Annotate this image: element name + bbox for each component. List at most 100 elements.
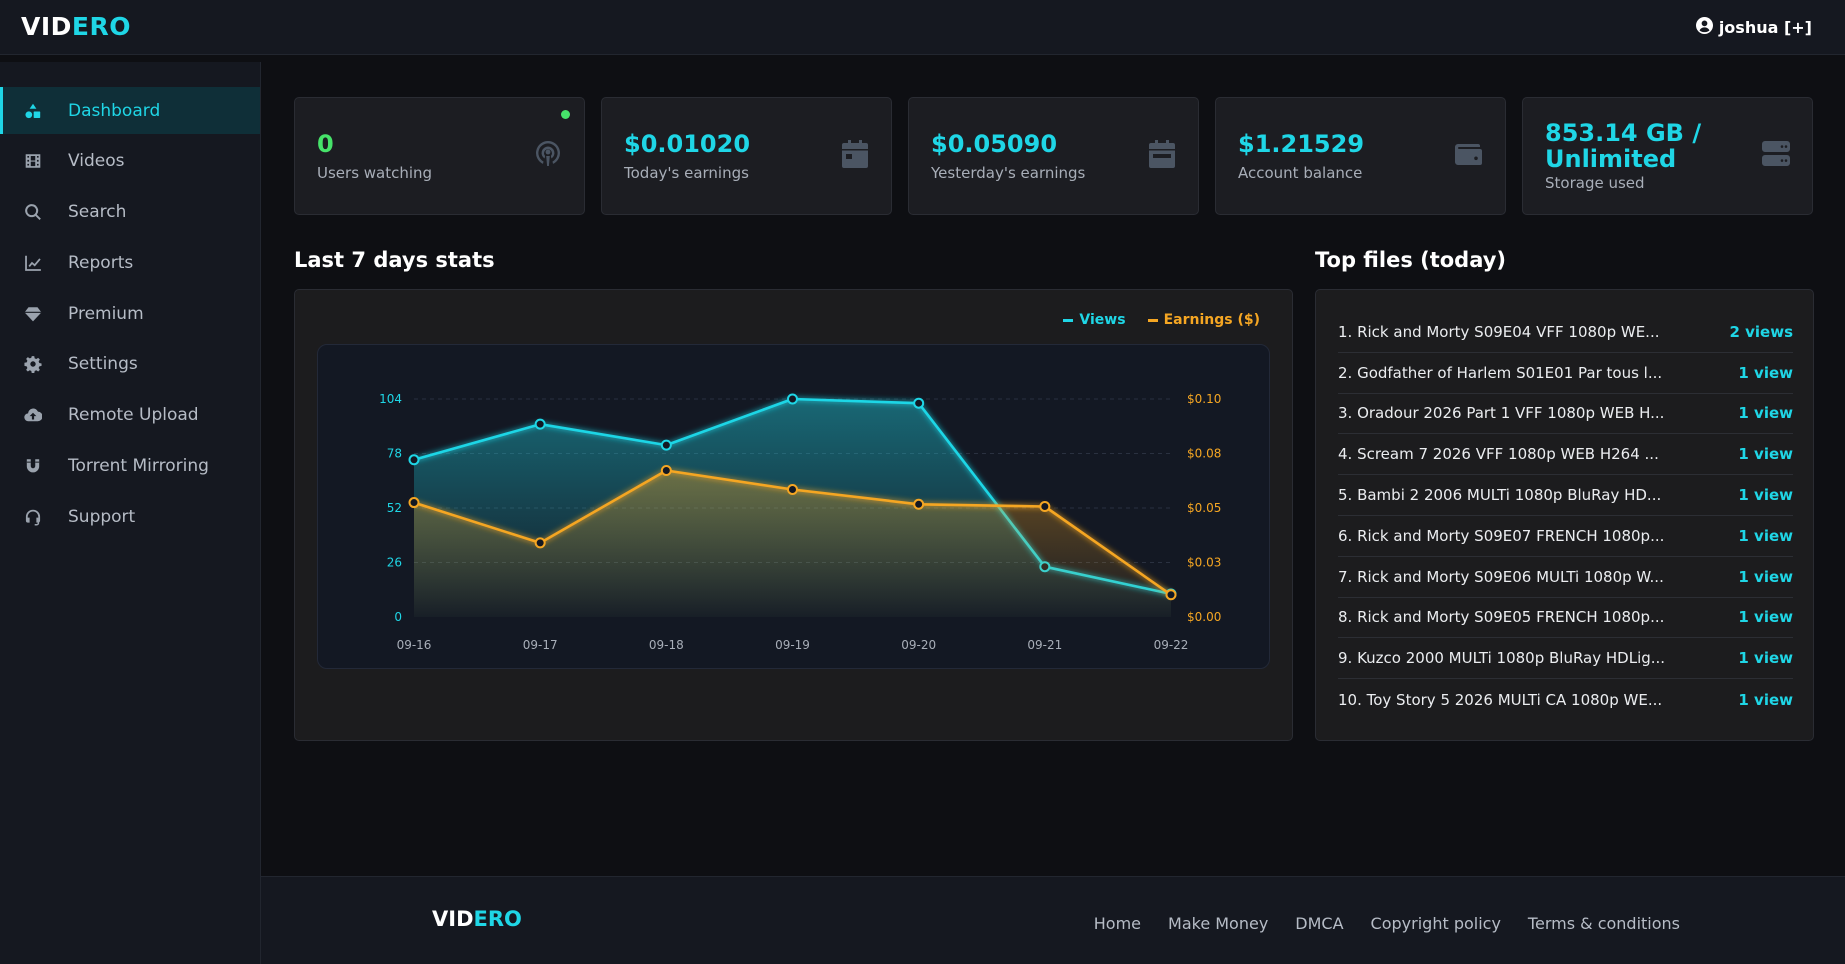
footer-link-home[interactable]: Home xyxy=(1093,914,1142,933)
file-views: 1 view xyxy=(1738,649,1793,668)
stat-card-yesterday-earnings: $0.05090 Yesterday's earnings xyxy=(908,97,1199,215)
file-row[interactable]: 1. Rick and Morty S09E04 VFF 1080p WE...… xyxy=(1338,312,1793,353)
earnings-point xyxy=(913,498,925,510)
user-menu[interactable]: joshua [+] xyxy=(1695,17,1812,38)
server-icon xyxy=(1760,138,1792,170)
file-views: 2 views xyxy=(1729,322,1793,341)
file-name[interactable]: 5. Bambi 2 2006 MULTi 1080p BluRay HD... xyxy=(1338,486,1662,505)
headset-icon xyxy=(24,508,42,526)
logo[interactable]: VIDERO xyxy=(21,12,131,41)
file-row[interactable]: 2. Godfather of Harlem S01E01 Par tous l… xyxy=(1338,353,1793,394)
sidebar-item-reports[interactable]: Reports xyxy=(0,239,260,286)
x-tick-label: 09-18 xyxy=(649,638,684,652)
sidebar: Dashboard Videos Search Reports Premium … xyxy=(0,62,261,964)
film-icon xyxy=(24,152,42,170)
sidebar-item-label: Search xyxy=(68,202,127,223)
sidebar-item-torrent-mirroring[interactable]: Torrent Mirroring xyxy=(0,443,260,490)
stats-chart-panel: Views Earnings ($) 0 $0.00 26 $0.03 52 $0.05 7… xyxy=(294,289,1293,741)
views-point xyxy=(534,418,546,430)
views-point xyxy=(787,393,798,405)
chart-plot-area: 0 $0.00 26 $0.03 52 $0.05 78 $0.08 104 $0.10 09-16… xyxy=(317,344,1270,669)
stat-label: Account balance xyxy=(1238,164,1363,182)
file-name[interactable]: 1. Rick and Morty S09E04 VFF 1080p WE... xyxy=(1338,322,1660,341)
file-name[interactable]: 10. Toy Story 5 2026 MULTi CA 1080p WE..… xyxy=(1338,690,1663,709)
y-right-tick-label: $0.10 xyxy=(1187,392,1221,406)
sidebar-item-label: Dashboard xyxy=(68,100,161,121)
footer-link-dmca[interactable]: DMCA xyxy=(1295,914,1344,933)
stat-card-today-earnings: $0.01020 Today's earnings xyxy=(601,97,892,215)
sidebar-item-premium[interactable]: Premium xyxy=(0,290,260,337)
sidebar-item-label: Premium xyxy=(68,303,144,324)
file-name[interactable]: 7. Rick and Morty S09E06 MULTi 1080p W..… xyxy=(1338,567,1664,586)
file-row[interactable]: 7. Rick and Morty S09E06 MULTi 1080p W..… xyxy=(1338,557,1793,598)
footer-link-terms[interactable]: Terms & conditions xyxy=(1527,914,1680,933)
footer-logo[interactable]: VIDERO xyxy=(432,907,522,931)
file-name[interactable]: 2. Godfather of Harlem S01E01 Par tous l… xyxy=(1338,363,1663,382)
file-name[interactable]: 4. Scream 7 2026 VFF 1080p WEB H264 ... xyxy=(1338,445,1659,464)
top-files-list: 1. Rick and Morty S09E04 VFF 1080p WE...… xyxy=(1338,312,1793,720)
y-right-tick-label: $0.00 xyxy=(1187,610,1221,624)
top-files-panel: 1. Rick and Morty S09E04 VFF 1080p WE...… xyxy=(1315,289,1814,741)
file-name[interactable]: 8. Rick and Morty S09E05 FRENCH 1080p... xyxy=(1338,608,1665,627)
sidebar-item-settings[interactable]: Settings xyxy=(0,341,260,388)
stat-value: $1.21529 xyxy=(1238,130,1365,158)
earnings-point xyxy=(660,465,672,477)
footer-logo-part-2: ERO xyxy=(473,907,522,931)
legend-item-earnings[interactable]: Earnings ($) xyxy=(1147,312,1260,328)
legend-swatch xyxy=(1147,318,1158,322)
sidebar-item-videos[interactable]: Videos xyxy=(0,138,260,185)
legend-label: Earnings ($) xyxy=(1163,312,1260,328)
sidebar-item-support[interactable]: Support xyxy=(0,493,260,540)
file-name[interactable]: 6. Rick and Morty S09E07 FRENCH 1080p... xyxy=(1338,526,1665,545)
line-chart-icon xyxy=(24,254,42,272)
y-left-tick-label: 26 xyxy=(387,556,402,570)
x-tick-label: 09-17 xyxy=(523,638,558,652)
file-name[interactable]: 9. Kuzco 2000 MULTi 1080p BluRay HDLig..… xyxy=(1338,649,1666,668)
top-bar: VIDERO joshua [+] xyxy=(0,0,1845,55)
file-views: 1 view xyxy=(1738,486,1793,505)
footer-link-make-money[interactable]: Make Money xyxy=(1168,914,1269,933)
file-row[interactable]: 3. Oradour 2026 Part 1 VFF 1080p WEB H..… xyxy=(1338,394,1793,435)
stat-value: 0 xyxy=(317,130,334,158)
sidebar-item-label: Reports xyxy=(68,252,134,273)
file-views: 1 view xyxy=(1738,404,1793,423)
files-section-title: Top files (today) xyxy=(1315,248,1507,272)
footer-links: Home Make Money DMCA Copyright policy Te… xyxy=(1094,914,1680,933)
sidebar-item-remote-upload[interactable]: Remote Upload xyxy=(0,392,260,439)
stat-value: $0.01020 xyxy=(624,130,751,158)
earnings-point xyxy=(534,537,546,549)
file-row[interactable]: 5. Bambi 2 2006 MULTi 1080p BluRay HD...… xyxy=(1338,475,1793,516)
calendar-day-icon xyxy=(839,138,871,170)
file-row[interactable]: 8. Rick and Morty S09E05 FRENCH 1080p...… xyxy=(1338,598,1793,639)
podcast-icon xyxy=(532,138,564,170)
file-views: 1 view xyxy=(1738,445,1793,464)
file-row[interactable]: 6. Rick and Morty S09E07 FRENCH 1080p...… xyxy=(1338,516,1793,557)
earnings-point xyxy=(408,497,420,509)
stat-card-account-balance: $1.21529 Account balance xyxy=(1215,97,1506,215)
sidebar-item-label: Settings xyxy=(68,354,138,375)
file-row[interactable]: 4. Scream 7 2026 VFF 1080p WEB H264 ... 1… xyxy=(1338,434,1793,476)
footer-link-copyright-policy[interactable]: Copyright policy xyxy=(1370,914,1501,933)
search-icon xyxy=(24,203,42,221)
file-row[interactable]: 9. Kuzco 2000 MULTi 1080p BluRay HDLig..… xyxy=(1338,638,1793,680)
shapes-icon xyxy=(24,102,42,120)
line-chart: 0 $0.00 26 $0.03 52 $0.05 78 $0.08 104 $0.10 09-16… xyxy=(379,392,1221,652)
legend-item-views[interactable]: Views xyxy=(1063,312,1126,328)
live-indicator xyxy=(561,110,570,119)
stat-value: $0.05090 xyxy=(931,130,1058,158)
sidebar-item-label: Videos xyxy=(68,151,125,172)
logo-part-1: VID xyxy=(21,12,72,41)
y-right-tick-label: $0.08 xyxy=(1187,447,1221,461)
x-tick-label: 09-22 xyxy=(1154,638,1189,652)
x-tick-label: 09-21 xyxy=(1027,638,1062,652)
stat-label: Yesterday's earnings xyxy=(931,164,1086,182)
cloud-upload-icon xyxy=(24,406,42,424)
file-row[interactable]: 10. Toy Story 5 2026 MULTi CA 1080p WE..… xyxy=(1338,679,1793,720)
file-name[interactable]: 3. Oradour 2026 Part 1 VFF 1080p WEB H..… xyxy=(1338,404,1665,423)
sidebar-item-label: Support xyxy=(68,506,136,527)
earnings-point xyxy=(787,483,798,495)
sidebar-item-dashboard[interactable]: Dashboard xyxy=(0,87,260,134)
stats-section-title: Last 7 days stats xyxy=(294,248,495,272)
sidebar-item-search[interactable]: Search xyxy=(0,189,260,236)
file-views: 1 view xyxy=(1738,608,1793,627)
